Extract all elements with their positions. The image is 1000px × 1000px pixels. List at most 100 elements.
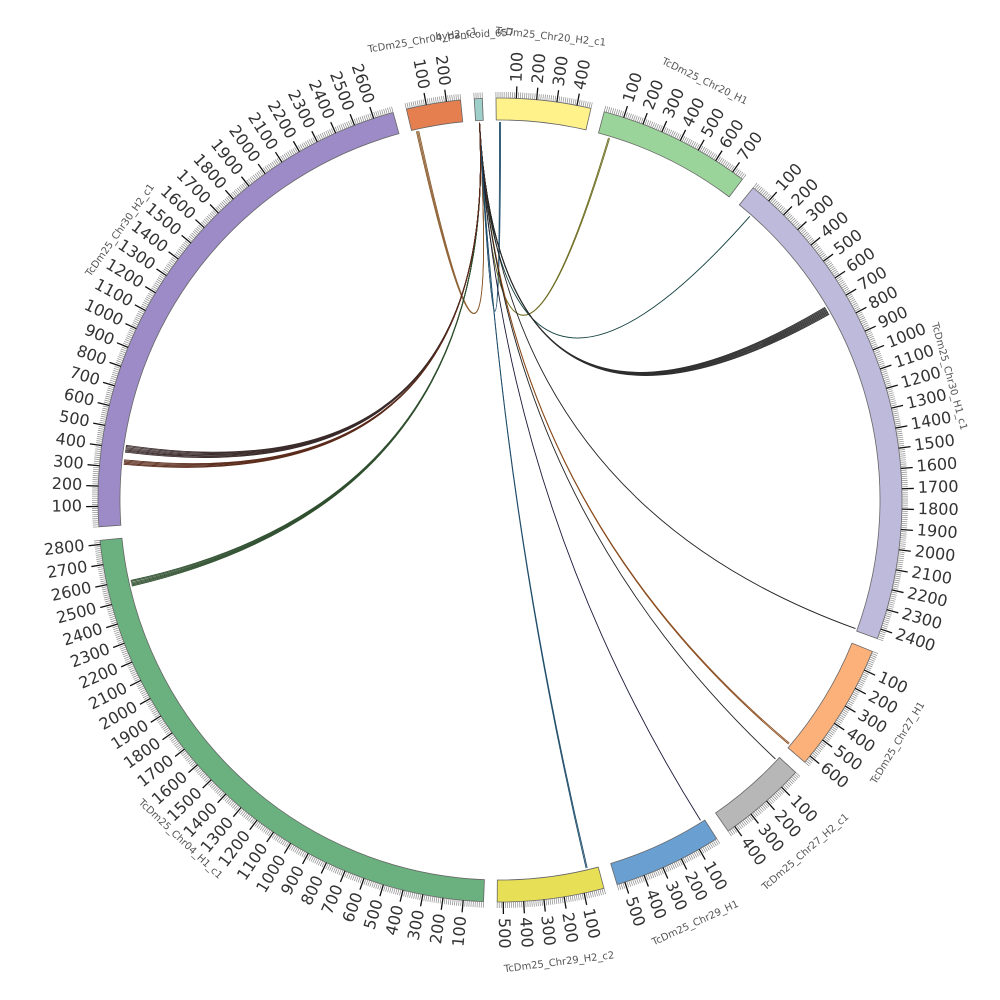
link-tcdm25-chr04-h1-c1 <box>131 122 481 587</box>
link-tcdm25-chr04-h1-c1 <box>131 122 481 586</box>
major-tick-tcdm25-chr30-h1-c1 <box>810 237 821 246</box>
tick-label: 400 <box>382 903 408 937</box>
major-tick-tcdm25-chr20-h1 <box>661 120 668 133</box>
major-tick-tcdm25-chr30-h1-c1 <box>845 288 857 296</box>
ideogram-tcdm25-chr29-h1 <box>610 819 718 886</box>
major-tick-tcdm25-chr04-h1-c1 <box>339 870 346 883</box>
major-tick-tcdm25-chr27-h2-c1 <box>734 825 743 837</box>
ideogram-tcdm25-chr04-h2-c1 <box>405 99 464 131</box>
tick-label: 100 <box>579 907 604 941</box>
major-tick-tcdm25-chr30-h1-c1 <box>898 549 911 552</box>
major-tick-tcdm25-chr30-h2-c1 <box>89 443 102 447</box>
major-tick-tcdm25-chr04-h1-c1 <box>188 764 198 774</box>
major-tick-tcdm25-chr30-h2-c1 <box>292 140 300 152</box>
link-tcdm25-chr30-h1-c1 <box>479 122 826 373</box>
ideogram-layer <box>97 97 903 903</box>
major-tick-tcdm25-chr04-h1-c1 <box>266 831 275 843</box>
tick-label: 200 <box>558 911 582 944</box>
major-tick-tcdm25-chr30-h2-c1 <box>349 113 356 126</box>
major-tick-tcdm25-chr30-h2-c1 <box>274 151 283 163</box>
major-tick-tcdm25-chr30-h2-c1 <box>240 176 250 187</box>
major-tick-tcdm25-chr04-h1-c1 <box>202 779 212 789</box>
tick-label: 500 <box>58 406 92 430</box>
major-tick-tcdm25-chr20-h1 <box>732 161 741 173</box>
major-tick-tcdm25-chr27-h2-c1 <box>766 800 775 811</box>
major-tick-tcdm25-chr30-h2-c1 <box>257 163 266 175</box>
link-tcdm25-chr30-h1-c1 <box>479 122 829 375</box>
minor-ticks-bypanicoid-657 <box>473 92 483 99</box>
link-tcdm25-chr04-h2-c1 <box>415 122 484 314</box>
link-tcdm25-chr20-h2-c1 <box>479 121 502 312</box>
major-tick-tcdm25-chr30-h1-c1 <box>891 404 904 409</box>
major-tick-tcdm25-chr20-h1 <box>623 105 629 118</box>
major-tick-tcdm25-chr30-h2-c1 <box>102 381 115 387</box>
major-tick-tcdm25-chr04-h1-c1 <box>120 661 133 668</box>
major-tick-tcdm25-chr30-h2-c1 <box>311 130 318 143</box>
major-tick-tcdm25-chr04-h2-c1 <box>423 92 427 105</box>
tick-label: 300 <box>549 54 572 87</box>
major-tick-tcdm25-chr30-h2-c1 <box>330 121 337 134</box>
tick-label: 300 <box>52 451 84 473</box>
major-tick-tcdm25-chr04-h1-c1 <box>88 543 101 547</box>
major-tick-tcdm25-chr30-h2-c1 <box>168 251 179 260</box>
tick-label: 300 <box>404 908 429 942</box>
link-tcdm25-chr27-h1 <box>479 122 789 745</box>
ideogram-tcdm25-chr04-h1-c1 <box>99 537 485 903</box>
major-tick-tcdm25-chr30-h2-c1 <box>93 422 106 427</box>
major-tick-tcdm25-chr04-h1-c1 <box>301 853 309 865</box>
major-tick-tcdm25-chr20-h1 <box>697 139 705 151</box>
major-tick-tcdm25-chr20-h2-c1 <box>536 87 539 100</box>
tick-label: 1700 <box>918 477 959 497</box>
major-tick-tcdm25-chr30-h2-c1 <box>209 204 219 214</box>
major-tick-tcdm25-chr30-h2-c1 <box>181 234 192 244</box>
major-tick-tcdm25-chr30-h1-c1 <box>834 270 846 279</box>
tick-label: 1900 <box>916 520 958 542</box>
major-tick-tcdm25-chr27-h1 <box>809 755 820 765</box>
major-tick-tcdm25-chr04-h1-c1 <box>359 878 365 890</box>
link-tcdm25-chr29-h2-c2 <box>479 122 587 869</box>
major-tick-tcdm25-chr29-h1 <box>698 848 706 860</box>
ideogram-tcdm25-chr27-h1 <box>787 642 873 763</box>
tick-label: 2000 <box>914 541 957 565</box>
major-tick-tcdm25-chr30-h2-c1 <box>156 268 167 277</box>
link-tcdm25-chr04-h1-c1 <box>131 122 481 585</box>
link-tcdm25-chr30-h1-c1 <box>479 122 830 376</box>
major-tick-tcdm25-chr30-h1-c1 <box>768 191 778 202</box>
major-tick-tcdm25-chr29-h2-c2 <box>583 892 588 905</box>
tick-label: 100 <box>448 915 470 947</box>
major-tick-tcdm25-chr30-h2-c1 <box>224 189 234 200</box>
ideogram-tcdm25-chr27-h2-c1 <box>715 756 797 832</box>
link-tcdm25-chr29-h1 <box>479 122 701 821</box>
major-tick-tcdm25-chr29-h1 <box>643 875 649 887</box>
major-tick-tcdm25-chr29-h1 <box>624 881 630 894</box>
tick-label: 100 <box>409 57 433 91</box>
major-tick-tcdm25-chr04-h1-c1 <box>150 715 162 723</box>
major-tick-tcdm25-chr27-h1 <box>844 705 856 713</box>
major-tick-tcdm25-chr04-h1-c1 <box>174 748 185 758</box>
major-tick-tcdm25-chr30-h2-c1 <box>116 342 129 348</box>
major-tick-tcdm25-chr29-h2-c2 <box>543 899 546 912</box>
major-tick-tcdm25-chr30-h1-c1 <box>900 528 913 532</box>
tick-label: 200 <box>426 912 449 945</box>
major-tick-tcdm25-chr04-h1-c1 <box>162 732 173 741</box>
major-tick-tcdm25-chr04-h1-c1 <box>283 842 292 854</box>
ideogram-tcdm25-chr20-h2-c1 <box>495 97 592 131</box>
tick-label: 2800 <box>43 536 86 559</box>
major-tick-tcdm25-chr30-h1-c1 <box>823 253 834 262</box>
major-tick-tcdm25-chr30-h1-c1 <box>879 364 892 370</box>
major-tick-tcdm25-chr27-h1 <box>863 669 876 676</box>
link-tcdm25-chr27-h1 <box>479 122 790 744</box>
tick-label: 200 <box>432 54 455 87</box>
major-tick-tcdm25-chr30-h1-c1 <box>783 206 793 216</box>
major-tick-tcdm25-chr20-h2-c1 <box>556 90 560 103</box>
tick-label: 200 <box>51 474 82 494</box>
link-tcdm25-chr04-h1-c1 <box>130 122 481 581</box>
major-tick-tcdm25-chr20-h1 <box>642 112 648 125</box>
major-tick-tcdm25-chr30-h1-c1 <box>895 569 908 573</box>
major-tick-tcdm25-chr04-h1-c1 <box>379 884 384 897</box>
major-tick-tcdm25-chr30-h1-c1 <box>880 628 893 634</box>
major-tick-tcdm25-chr29-h2-c2 <box>563 896 567 909</box>
sequence-label-bypanicoid-657: bypanicoid_657 <box>435 28 514 43</box>
major-tick-tcdm25-chr04-h1-c1 <box>399 889 404 902</box>
